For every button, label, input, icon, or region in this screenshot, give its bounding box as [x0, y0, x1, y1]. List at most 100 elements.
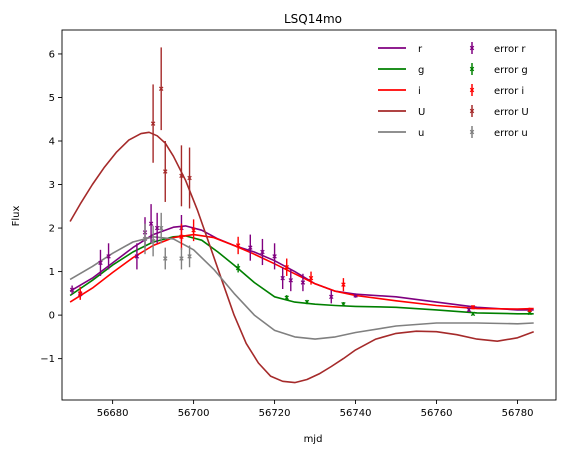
- data-point-marker: [308, 275, 314, 281]
- data-point-marker: [98, 260, 103, 266]
- x-tick-label: 56700: [178, 408, 210, 419]
- errorbar-r-17: [466, 307, 472, 313]
- legend-label-g: g: [418, 65, 424, 76]
- legend-label-i: i: [418, 86, 421, 97]
- data-point-marker: [163, 169, 168, 174]
- data-point-marker: [158, 86, 164, 91]
- data-point-marker: [158, 225, 164, 231]
- errorbar-i-0: [77, 286, 83, 300]
- errorbar-r-9: [248, 234, 253, 261]
- chart-title: LSQ14mo: [284, 12, 342, 26]
- data-point-marker: [329, 294, 334, 300]
- errorbar-g-3: [341, 302, 346, 307]
- errorbar-r-15: [329, 290, 334, 304]
- data-point-marker: [163, 256, 168, 261]
- x-tick-label: 56740: [340, 408, 372, 419]
- errorbar-r-4: [134, 243, 140, 270]
- legend-label-error-u: error u: [494, 128, 528, 139]
- data-point-marker: [470, 311, 476, 317]
- legend-errorbar-marker: [469, 108, 475, 114]
- x-tick-label: 56680: [97, 408, 129, 419]
- errorbar-r-6: [148, 204, 154, 244]
- x-axis-label: mjd: [304, 434, 323, 445]
- errorbar-u-1: [150, 225, 156, 257]
- errorbar-g-0: [235, 263, 241, 273]
- data-point-marker: [280, 275, 285, 281]
- y-tick-label: 6: [49, 49, 55, 60]
- legend-label-error-i: error i: [494, 86, 524, 97]
- data-point-marker: [300, 280, 306, 285]
- errorbar-r-11: [272, 243, 277, 270]
- errorbar-r-2: [98, 249, 103, 276]
- y-tick-label: 5: [49, 93, 55, 104]
- errorbar-i-5: [308, 271, 314, 285]
- legend-label-error-g: error g: [494, 65, 528, 76]
- data-point-marker: [77, 291, 83, 296]
- errorbar-r-13: [288, 269, 294, 292]
- data-point-marker: [142, 236, 148, 242]
- errorbar-r-10: [260, 238, 265, 266]
- errorbar-r-16: [353, 293, 358, 298]
- legend-errorbar-marker: [469, 45, 475, 51]
- y-tick-label: 4: [49, 137, 55, 148]
- errorbar-i-1: [179, 223, 184, 250]
- errorbar-U-0: [150, 84, 156, 163]
- data-point-marker: [527, 307, 532, 313]
- errorbar-r-14: [300, 273, 306, 292]
- data-point-marker: [260, 249, 265, 255]
- data-point-marker: [470, 305, 476, 310]
- legend-errorbar-marker: [469, 87, 475, 93]
- legend-label-error-U: error U: [494, 107, 529, 118]
- errorbar-r-3: [106, 243, 111, 270]
- series-line-U: [69, 131, 534, 384]
- legend-label-U: U: [418, 107, 425, 118]
- data-point-marker: [69, 287, 75, 293]
- errorbar-i-4: [284, 258, 289, 276]
- errorbar-r-7: [154, 212, 160, 244]
- data-point-marker: [148, 221, 154, 226]
- data-point-marker: [106, 254, 111, 259]
- errorbar-i-6: [341, 278, 346, 292]
- errorbar-i-8: [527, 307, 532, 313]
- data-point-marker: [466, 307, 472, 313]
- errorbar-g-1: [284, 295, 289, 301]
- data-point-marker: [304, 299, 310, 305]
- data-point-marker: [248, 245, 253, 250]
- axes-frame: [61, 29, 557, 401]
- errorbar-u-5: [187, 245, 192, 268]
- series-line-g: [69, 235, 534, 315]
- y-tick-label: 0: [49, 311, 55, 322]
- errorbar-U-2: [163, 141, 168, 202]
- data-point-marker: [134, 254, 140, 259]
- legend-errorbar-marker: [469, 129, 475, 135]
- errorbar-u-4: [179, 247, 184, 270]
- errorbar-r-12: [280, 267, 285, 289]
- data-point-marker: [150, 121, 156, 126]
- data-point-marker: [235, 265, 241, 271]
- data-point-marker: [284, 295, 289, 300]
- errorbar-U-4: [187, 147, 192, 209]
- data-point-marker: [154, 225, 160, 231]
- axes: 56680 56700 56720 56740 56760 56780 −1 0 1 2 3 4 5 6: [40, 29, 557, 419]
- errorbar-g-4: [470, 311, 476, 317]
- legend-label-u: u: [418, 128, 424, 139]
- data-point-marker: [191, 228, 196, 233]
- data-point-marker: [288, 278, 294, 283]
- errorbar-g-2: [304, 299, 310, 305]
- data-point-marker: [179, 173, 184, 179]
- data-point-marker: [187, 175, 192, 181]
- errorbar-i-7: [470, 305, 476, 310]
- y-axis-label: Flux: [11, 206, 22, 227]
- data-point-marker: [353, 293, 358, 298]
- data-point-marker: [150, 238, 156, 244]
- x-tick-label: 56760: [421, 408, 453, 419]
- legend: r error r g error g i error i U error U u error u: [378, 42, 529, 139]
- data-point-marker: [341, 302, 346, 307]
- data-point-marker: [179, 256, 184, 261]
- data-point-marker: [341, 282, 346, 287]
- y-tick-label: 3: [49, 180, 55, 191]
- x-tick-label: 56780: [502, 408, 534, 419]
- data-point-marker: [284, 265, 289, 270]
